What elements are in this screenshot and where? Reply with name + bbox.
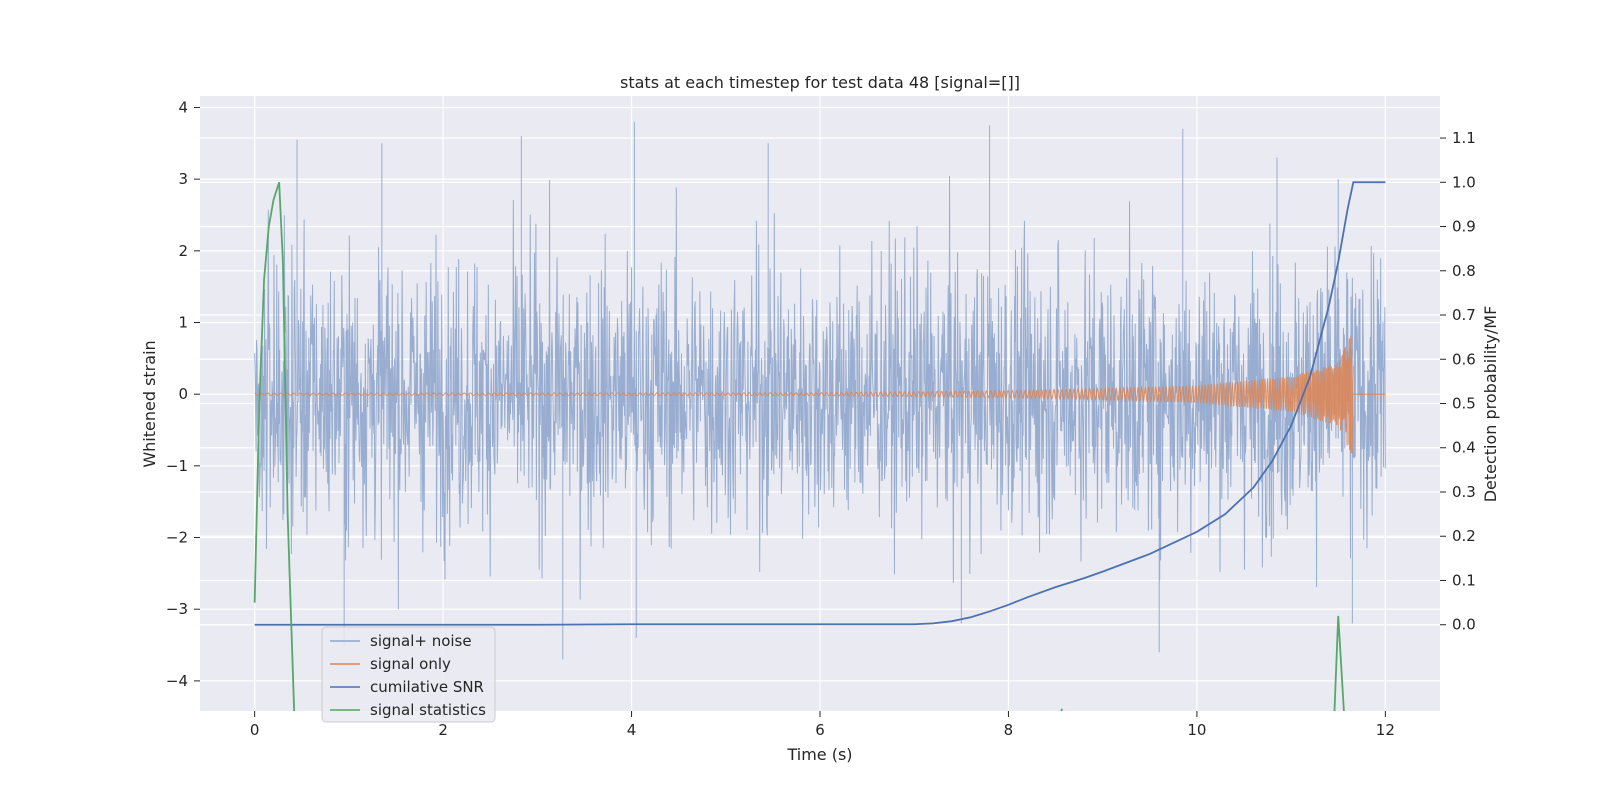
chart-title: stats at each timestep for test data 48 … bbox=[620, 73, 1020, 92]
x-tick-label: 10 bbox=[1187, 721, 1206, 739]
x-tick-label: 12 bbox=[1376, 721, 1395, 739]
y-right-tick-label: 1.1 bbox=[1452, 129, 1476, 147]
y-right-tick-label: 0.7 bbox=[1452, 306, 1476, 324]
legend-box bbox=[321, 626, 496, 723]
x-axis-label: Time (s) bbox=[786, 745, 852, 764]
y-axis-label-left: Whitened strain bbox=[140, 340, 159, 467]
legend-label-cumulative-snr: cumilative SNR bbox=[370, 678, 484, 696]
y-right-tick-label: 0.4 bbox=[1452, 439, 1476, 457]
series-signal-statistics bbox=[253, 182, 296, 711]
x-tick-label: 4 bbox=[627, 721, 637, 739]
y-left-tick-label: 0 bbox=[178, 385, 188, 403]
y-right-tick-label: 0.3 bbox=[1452, 483, 1476, 501]
x-tick-label: 0 bbox=[250, 721, 260, 739]
y-left-tick-label: 1 bbox=[178, 314, 188, 332]
y-left-tick-label: 2 bbox=[178, 242, 188, 260]
legend: signal+ noise signal only cumilative SNR… bbox=[321, 626, 496, 723]
y-right-tick-label: 0.1 bbox=[1452, 571, 1476, 589]
y-right-tick-label: 0.2 bbox=[1452, 527, 1476, 545]
y-left-tick-label: −3 bbox=[166, 600, 188, 618]
x-tick-label: 6 bbox=[815, 721, 825, 739]
legend-label-signal-only: signal only bbox=[370, 655, 451, 673]
y-right-tick-label: 0.0 bbox=[1452, 616, 1476, 634]
legend-label-signal-statistics: signal statistics bbox=[370, 701, 486, 719]
y-right-tick-label: 0.5 bbox=[1452, 395, 1476, 413]
y-right-tick-label: 1.0 bbox=[1452, 173, 1476, 191]
y-left-tick-label: −2 bbox=[166, 529, 188, 547]
series-signal-statistics bbox=[1333, 615, 1345, 711]
y-right-tick-label: 0.9 bbox=[1452, 218, 1476, 236]
y-left-tick-label: −1 bbox=[166, 457, 188, 475]
x-tick-label: 2 bbox=[438, 721, 448, 739]
x-tick-label: 8 bbox=[1004, 721, 1014, 739]
series-signal-noise bbox=[254, 121, 1386, 660]
y-right-tick-label: 0.8 bbox=[1452, 262, 1476, 280]
series-signal-statistics bbox=[1060, 708, 1063, 711]
series-signal-only bbox=[254, 335, 1386, 454]
y-left-tick-label: −4 bbox=[166, 672, 188, 690]
legend-label-signal-noise: signal+ noise bbox=[370, 632, 472, 650]
y-right-tick-label: 0.6 bbox=[1452, 350, 1476, 368]
y-left-tick-label: 4 bbox=[178, 98, 188, 116]
y-axis-label-right: Detection probability/MF bbox=[1481, 306, 1500, 503]
series-cumulative-snr bbox=[254, 181, 1386, 626]
y-left-tick-label: 3 bbox=[178, 170, 188, 188]
